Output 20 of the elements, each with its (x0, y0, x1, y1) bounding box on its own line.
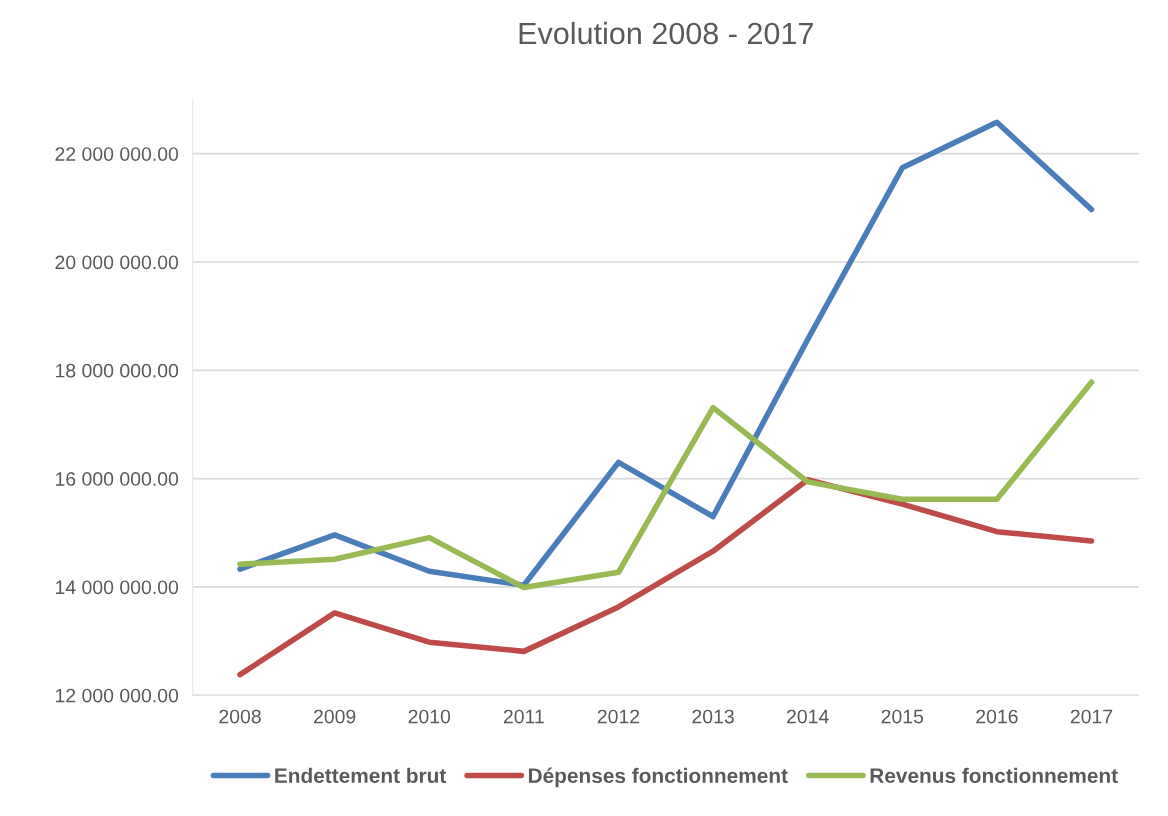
y-tick-label: 16 000 000.00 (55, 472, 179, 486)
legend-label: Endettement brut (275, 767, 447, 784)
y-tick-label: 20 000 000.00 (55, 255, 179, 270)
x-tick-label: 2016 (976, 709, 1018, 724)
chart-title: Evolution 2008 - 2017 (519, 21, 813, 45)
y-tick-label: 12 000 000.00 (55, 688, 179, 703)
x-tick-label: 2010 (408, 709, 451, 724)
legend-label: Dépenses fonctionnement (528, 767, 788, 788)
x-tick-label: 2012 (597, 709, 640, 724)
y-tick-label: 14 000 000.00 (55, 580, 179, 595)
x-tick-label: 2015 (881, 709, 924, 724)
x-tick-label: 2009 (313, 709, 356, 724)
x-tick-label: 2008 (219, 709, 261, 724)
x-tick-label: 2013 (692, 709, 734, 724)
x-tick-label: 2011 (503, 709, 544, 724)
x-tick-label: 2014 (787, 709, 829, 724)
y-tick-label: 22 000 000.00 (55, 147, 179, 161)
x-tick-label: 2017 (1070, 709, 1113, 724)
legend-label: Revenus fonctionnement (870, 767, 1118, 784)
y-tick-label: 18 000 000.00 (55, 363, 179, 378)
